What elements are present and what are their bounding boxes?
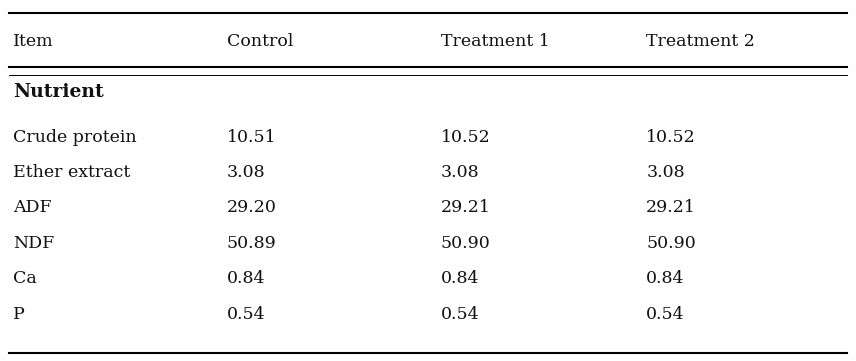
Text: 0.54: 0.54 bbox=[441, 305, 479, 323]
Text: 50.90: 50.90 bbox=[646, 235, 696, 252]
Text: 50.90: 50.90 bbox=[441, 235, 490, 252]
Text: 3.08: 3.08 bbox=[646, 164, 685, 181]
Text: Treatment 1: Treatment 1 bbox=[441, 33, 550, 50]
Text: 10.52: 10.52 bbox=[646, 129, 696, 146]
Text: 3.08: 3.08 bbox=[227, 164, 265, 181]
Text: Control: Control bbox=[227, 33, 294, 50]
Text: 0.84: 0.84 bbox=[227, 270, 265, 287]
Text: 29.20: 29.20 bbox=[227, 199, 276, 217]
Text: 3.08: 3.08 bbox=[441, 164, 479, 181]
Text: Ca: Ca bbox=[13, 270, 37, 287]
Text: 29.21: 29.21 bbox=[646, 199, 696, 217]
Text: Treatment 2: Treatment 2 bbox=[646, 33, 755, 50]
Text: 0.84: 0.84 bbox=[646, 270, 685, 287]
Text: ADF: ADF bbox=[13, 199, 51, 217]
Text: 0.54: 0.54 bbox=[227, 305, 265, 323]
Text: 50.89: 50.89 bbox=[227, 235, 276, 252]
Text: 10.51: 10.51 bbox=[227, 129, 276, 146]
Text: NDF: NDF bbox=[13, 235, 54, 252]
Text: 29.21: 29.21 bbox=[441, 199, 490, 217]
Text: Item: Item bbox=[13, 33, 53, 50]
Text: 0.84: 0.84 bbox=[441, 270, 479, 287]
Text: 0.54: 0.54 bbox=[646, 305, 685, 323]
Text: 10.52: 10.52 bbox=[441, 129, 490, 146]
Text: Crude protein: Crude protein bbox=[13, 129, 136, 146]
Text: Nutrient: Nutrient bbox=[13, 83, 104, 101]
Text: Ether extract: Ether extract bbox=[13, 164, 130, 181]
Text: P: P bbox=[13, 305, 25, 323]
